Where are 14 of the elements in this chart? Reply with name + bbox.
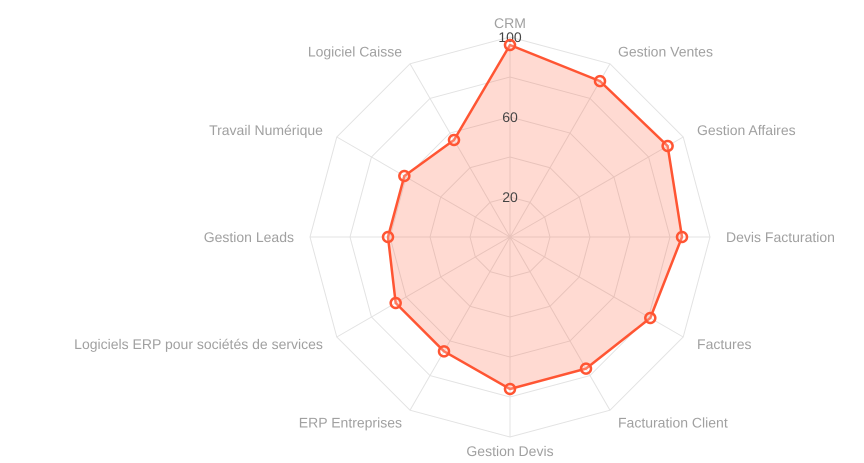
spoke-label: Logiciel Caisse — [308, 44, 402, 60]
spoke-label: Factures — [697, 336, 752, 352]
spoke-label: Logiciels ERP pour sociétés de services — [74, 336, 323, 352]
y-tick-label: 20 — [502, 189, 518, 205]
spoke-label: ERP Entreprises — [298, 414, 402, 430]
spoke-label: Devis Facturation — [726, 229, 835, 245]
y-tick-label: 60 — [502, 109, 518, 125]
spoke-label: CRM — [494, 15, 526, 31]
spoke-label: Gestion Devis — [466, 443, 554, 459]
spoke-label: Gestion Leads — [204, 229, 294, 245]
spoke-label: Travail Numérique — [209, 122, 324, 138]
spoke-label: Gestion Affaires — [697, 122, 796, 138]
spoke-label: Facturation Client — [618, 414, 728, 430]
spoke-label: Gestion Ventes — [618, 44, 713, 60]
